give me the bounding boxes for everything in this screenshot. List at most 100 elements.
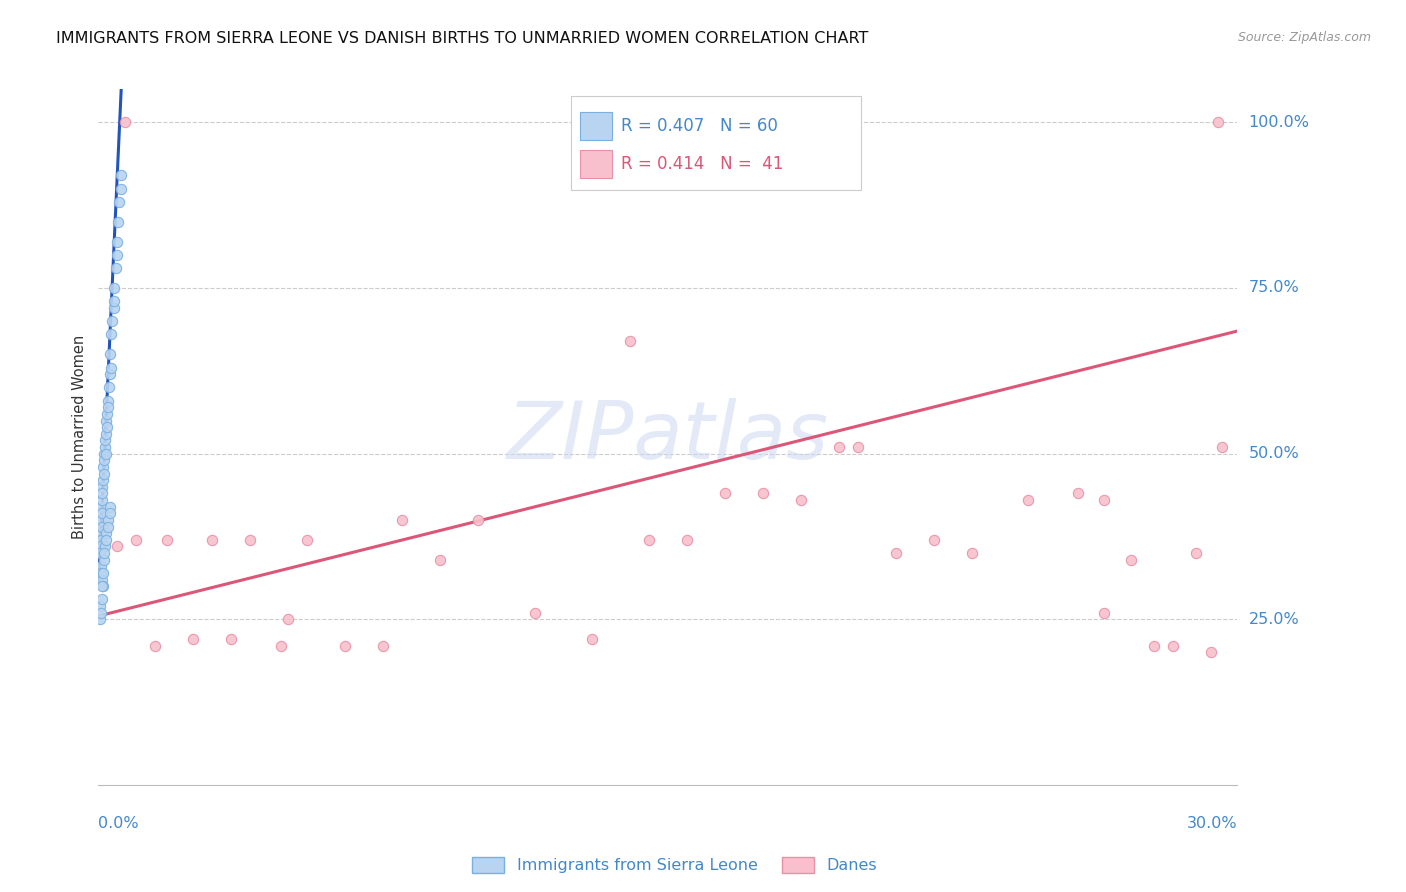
Point <box>90 606 112 620</box>
Point <box>581 632 603 647</box>
Point <box>93 546 115 560</box>
Point <box>270 639 292 653</box>
Point <box>98 500 121 514</box>
Point <box>89 526 111 541</box>
Point <box>1067 486 1090 500</box>
Point <box>1119 552 1142 566</box>
Legend: Immigrants from Sierra Leone, Danes: Immigrants from Sierra Leone, Danes <box>465 850 884 880</box>
Point <box>107 540 129 554</box>
Point <box>239 533 262 547</box>
Text: 30.0%: 30.0% <box>1187 815 1237 830</box>
Point <box>884 546 907 560</box>
Point <box>91 579 114 593</box>
Point <box>91 493 114 508</box>
Point <box>91 566 114 580</box>
Point <box>110 169 132 183</box>
Point <box>94 426 117 441</box>
Point <box>108 194 131 209</box>
Point <box>100 360 122 375</box>
Text: 75.0%: 75.0% <box>1249 280 1299 295</box>
Point <box>97 513 120 527</box>
Point <box>90 540 112 554</box>
Point <box>429 552 451 566</box>
Point <box>91 473 114 487</box>
Point <box>93 453 115 467</box>
Point <box>97 401 120 415</box>
Point <box>371 639 394 653</box>
Point <box>89 546 111 560</box>
Text: 25.0%: 25.0% <box>1249 612 1299 627</box>
Point <box>1094 606 1116 620</box>
Point <box>97 393 120 408</box>
Point <box>714 486 737 500</box>
Point <box>114 115 136 129</box>
Point <box>922 533 945 547</box>
Bar <box>581 150 612 178</box>
Text: Source: ZipAtlas.com: Source: ZipAtlas.com <box>1237 31 1371 45</box>
Point <box>145 639 167 653</box>
Point <box>183 632 205 647</box>
Point <box>100 327 122 342</box>
Point <box>638 533 661 547</box>
Point <box>221 632 243 647</box>
Point <box>94 533 117 547</box>
Point <box>1199 645 1222 659</box>
Point <box>91 573 114 587</box>
Point <box>96 420 118 434</box>
Point <box>107 215 129 229</box>
Point <box>100 314 122 328</box>
Point <box>524 606 547 620</box>
Point <box>93 459 115 474</box>
Bar <box>581 112 612 140</box>
Point <box>90 506 112 520</box>
Text: 0.0%: 0.0% <box>98 815 139 830</box>
Point <box>103 281 125 295</box>
Point <box>201 533 224 547</box>
Point <box>91 579 114 593</box>
Point <box>107 248 129 262</box>
Point <box>960 546 983 560</box>
Point <box>110 181 132 195</box>
Point <box>90 559 112 574</box>
Point <box>846 440 869 454</box>
Point <box>94 447 117 461</box>
Point <box>89 612 111 626</box>
Text: 50.0%: 50.0% <box>1249 446 1299 461</box>
Point <box>1208 115 1230 129</box>
FancyBboxPatch shape <box>571 96 862 190</box>
Text: 100.0%: 100.0% <box>1249 115 1309 130</box>
Point <box>103 294 125 309</box>
Point <box>1184 546 1206 560</box>
Point <box>391 513 413 527</box>
Point <box>90 500 112 514</box>
Text: R = 0.407   N = 60: R = 0.407 N = 60 <box>621 117 778 135</box>
Point <box>91 519 114 533</box>
Point <box>676 533 699 547</box>
Point <box>828 440 851 454</box>
Point <box>94 434 117 448</box>
Point <box>98 347 121 361</box>
Point <box>97 380 120 394</box>
Point <box>790 493 813 508</box>
Point <box>94 413 117 427</box>
Point <box>98 367 121 381</box>
Point <box>1161 639 1184 653</box>
Point <box>90 566 112 580</box>
Point <box>107 235 129 249</box>
Point <box>98 506 121 520</box>
Point <box>619 334 641 348</box>
Point <box>94 540 117 554</box>
Point <box>93 552 115 566</box>
Point <box>156 533 179 547</box>
Point <box>93 447 115 461</box>
Point <box>103 301 125 315</box>
Point <box>91 486 114 500</box>
Point <box>91 480 114 494</box>
Point <box>94 440 117 454</box>
Y-axis label: Births to Unmarried Women: Births to Unmarried Women <box>72 335 87 539</box>
Point <box>90 592 112 607</box>
Point <box>89 599 111 613</box>
Point <box>752 486 775 500</box>
Point <box>297 533 319 547</box>
Text: ZIPatlas: ZIPatlas <box>506 398 830 476</box>
